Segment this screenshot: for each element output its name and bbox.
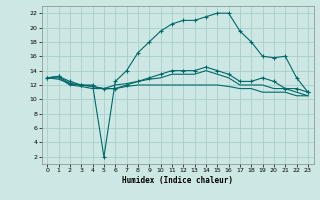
X-axis label: Humidex (Indice chaleur): Humidex (Indice chaleur) (122, 176, 233, 185)
